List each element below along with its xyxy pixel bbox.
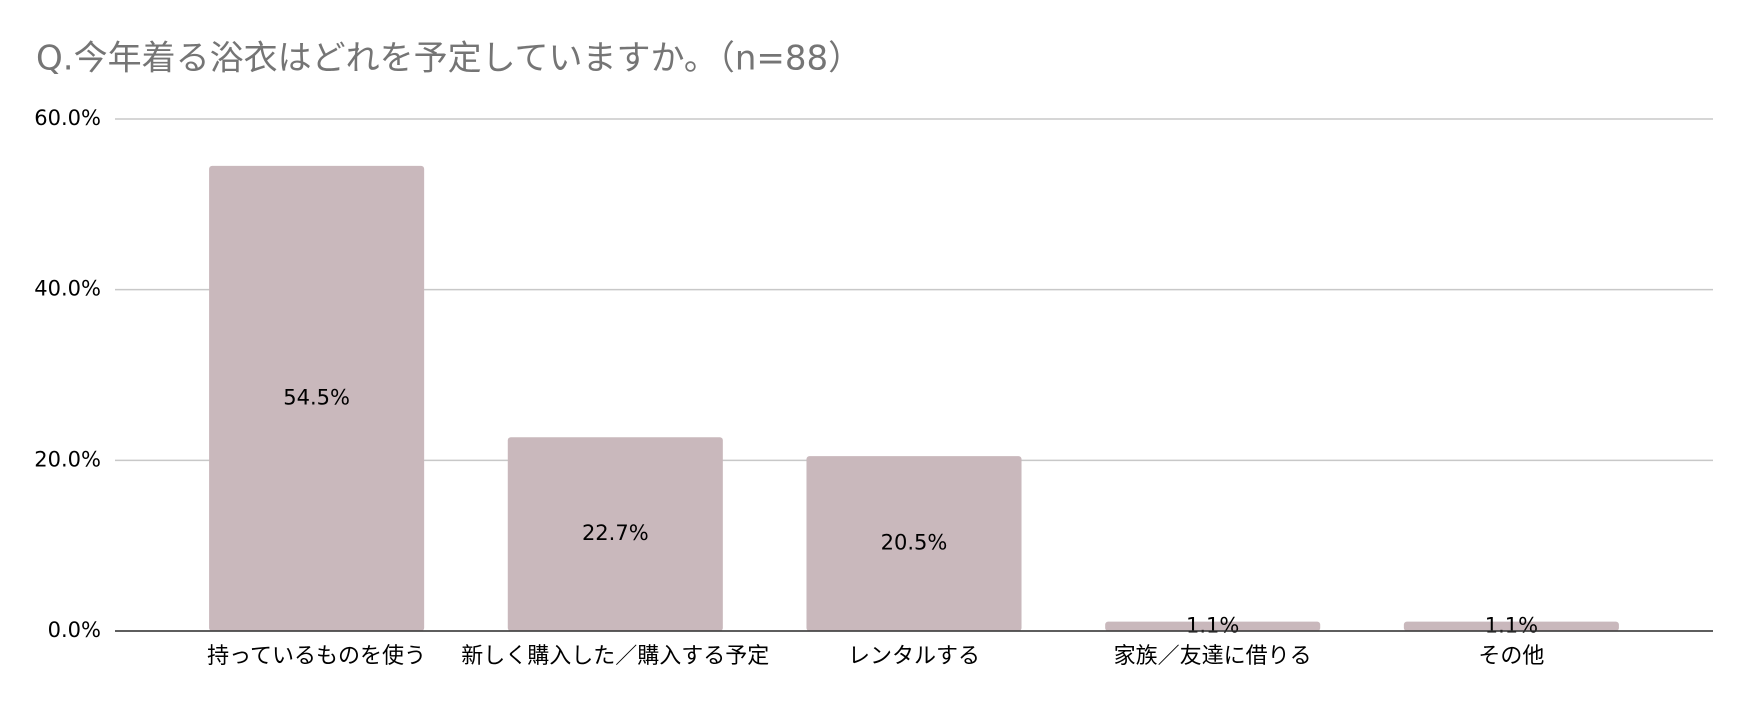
value-label: 1.1% <box>1186 613 1239 637</box>
y-tick-label: 0.0% <box>48 618 101 642</box>
y-tick-label: 60.0% <box>34 106 101 130</box>
x-tick-label: 持っているものを使う <box>207 644 426 669</box>
x-tick-label: その他 <box>1478 644 1544 669</box>
bar <box>1105 621 1321 631</box>
chart-title: Q.今年着る浴衣はどれを予定していますか。（n=88） <box>36 39 862 79</box>
bar <box>1403 621 1619 631</box>
value-label: 54.5% <box>283 385 350 409</box>
x-tick-label: 家族／友達に借りる <box>1114 644 1312 669</box>
y-tick-label: 20.0% <box>34 447 101 471</box>
bar <box>209 165 425 631</box>
value-label: 22.7% <box>582 521 649 545</box>
value-label: 20.5% <box>881 531 948 555</box>
bar <box>507 437 723 631</box>
value-label: 1.1% <box>1485 613 1538 637</box>
x-tick-label: 新しく購入した／購入する予定 <box>461 644 769 669</box>
y-tick-label: 40.0% <box>34 277 101 301</box>
x-tick-label: レンタルする <box>848 644 980 669</box>
bar <box>806 456 1022 631</box>
